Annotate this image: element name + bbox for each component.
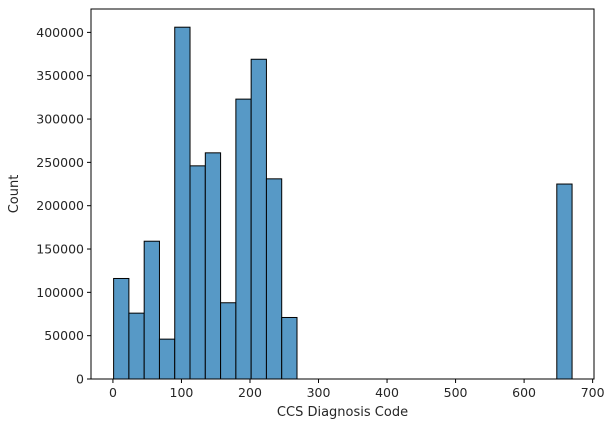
histogram-bar-11 xyxy=(281,316,298,380)
histogram-bar-9 xyxy=(250,58,267,380)
x-tick-label: 600 xyxy=(512,385,536,400)
y-tick-label: 250000 xyxy=(36,155,84,170)
histogram-bar-0 xyxy=(113,277,130,380)
histogram-bar-1 xyxy=(128,312,145,380)
histogram-bar-6 xyxy=(204,152,222,380)
x-tick-label: 300 xyxy=(307,385,331,400)
x-axis-ticks: 0 100 200 300 400 500 600 700 xyxy=(109,379,605,400)
x-tick-label: 500 xyxy=(444,385,468,400)
y-tick-label: 300000 xyxy=(36,112,84,127)
histogram-bar-2 xyxy=(143,240,160,380)
histogram-bar-29 xyxy=(556,183,573,380)
x-axis-label: CCS Diagnosis Code xyxy=(277,405,408,420)
plot-frame xyxy=(90,8,595,380)
histogram-bar-5 xyxy=(189,165,206,380)
x-tick-label: 700 xyxy=(581,385,605,400)
y-tick-label: 100000 xyxy=(36,285,84,300)
y-tick-label: 150000 xyxy=(36,242,84,257)
bars-group xyxy=(113,26,573,380)
y-tick-label: 200000 xyxy=(36,198,84,213)
y-tick-label: 50000 xyxy=(44,328,84,343)
y-axis-ticks: 0 50000 100000 150000 200000 250000 300000 3500… xyxy=(36,25,91,387)
y-tick-label: 400000 xyxy=(36,25,84,40)
x-tick-label: 200 xyxy=(238,385,262,400)
y-tick-label: 350000 xyxy=(36,68,84,83)
x-tick-label: 0 xyxy=(109,385,117,400)
histogram-bar-8 xyxy=(235,98,252,380)
histogram-bar-4 xyxy=(174,26,191,380)
histogram-bar-10 xyxy=(265,178,283,380)
histogram-bar-7 xyxy=(220,302,237,380)
x-tick-label: 100 xyxy=(170,385,194,400)
x-tick-label: 400 xyxy=(375,385,399,400)
histogram-bar-3 xyxy=(158,338,176,380)
y-tick-label: 0 xyxy=(76,372,84,387)
y-axis-label: Count xyxy=(7,175,22,214)
